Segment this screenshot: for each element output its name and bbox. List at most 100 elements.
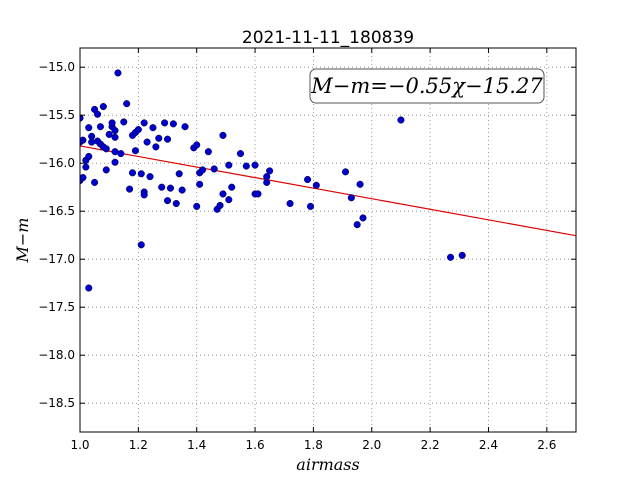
data-point	[228, 183, 236, 191]
data-point	[152, 143, 160, 151]
y-axis-label: M−m	[13, 218, 32, 264]
data-point	[306, 202, 315, 210]
x-tick-label: 1.6	[246, 438, 265, 452]
data-point	[91, 178, 99, 186]
data-point	[347, 194, 355, 202]
data-point	[143, 138, 151, 146]
data-point	[102, 166, 110, 174]
data-point	[146, 173, 154, 181]
data-point	[140, 191, 148, 199]
data-point	[114, 69, 122, 77]
data-point	[163, 197, 172, 205]
data-point	[304, 175, 312, 184]
data-point	[178, 186, 186, 194]
data-point	[158, 183, 166, 191]
data-point	[175, 170, 183, 178]
data-point	[140, 119, 148, 127]
data-point	[93, 110, 102, 118]
data-point	[242, 162, 250, 170]
x-tick-label: 2.0	[362, 438, 381, 452]
data-point	[263, 178, 271, 186]
x-tick-label: 2.4	[479, 438, 498, 452]
data-point	[88, 132, 96, 140]
y-tick-label: −15.0	[38, 60, 75, 74]
y-axis: −15.0 −15.5 −16.0 −16.5 −17.0 −17.5 −18.0 −18.5	[38, 60, 576, 410]
data-point	[397, 116, 405, 124]
plot-frame	[79, 47, 577, 433]
data-point	[105, 130, 113, 138]
data-point	[120, 118, 128, 126]
data-point	[219, 131, 227, 139]
data-point	[137, 170, 145, 178]
data-point	[356, 180, 364, 188]
data-point	[117, 150, 125, 158]
y-tick-label: −15.5	[38, 108, 75, 122]
data-point	[155, 134, 163, 142]
data-point	[85, 152, 93, 161]
y-tick-label: −17.0	[38, 252, 75, 266]
x-axis: 1.0 1.2 1.4 1.6 1.8 2.0 2.2 2.4 2.6	[70, 48, 556, 452]
data-point	[169, 120, 177, 128]
data-point	[85, 124, 93, 132]
data-point	[251, 161, 259, 169]
data-point	[193, 202, 201, 210]
data-point	[198, 166, 207, 174]
data-point	[128, 169, 137, 177]
data-point	[219, 190, 227, 198]
data-point	[266, 167, 274, 175]
data-point	[149, 124, 157, 132]
data-point	[82, 163, 90, 171]
y-tick-label: −18.5	[38, 396, 75, 410]
data-point	[80, 174, 87, 182]
data-point	[99, 103, 107, 111]
data-point	[254, 190, 262, 198]
data-point	[134, 126, 142, 134]
annotation-box: M−m=−0.55χ−15.27	[309, 68, 545, 104]
data-point	[312, 181, 320, 189]
data-point	[111, 127, 119, 135]
data-point	[341, 168, 350, 176]
data-point	[80, 136, 87, 144]
y-tick-label: −17.5	[38, 300, 75, 314]
x-tick-label: 1.2	[129, 438, 148, 452]
data-point	[225, 161, 233, 169]
data-point	[458, 251, 466, 259]
y-tick-label: −16.5	[38, 204, 75, 218]
data-point	[236, 150, 245, 158]
x-tick-label: 2.2	[421, 438, 440, 452]
data-point	[96, 123, 104, 131]
data-point	[204, 148, 212, 156]
data-point	[196, 180, 204, 188]
chart-title: 2021-11-11_180839	[242, 28, 414, 48]
fit-equation: M−m=−0.55χ−15.27	[310, 74, 543, 98]
data-point	[446, 253, 455, 261]
data-point	[85, 284, 93, 292]
grid	[79, 48, 576, 432]
data-point	[123, 100, 131, 108]
x-tick-label: 1.8	[304, 438, 323, 452]
data-point	[126, 185, 134, 193]
data-point	[172, 199, 180, 208]
data-point	[166, 184, 174, 192]
data-point	[193, 141, 201, 149]
x-axis-label: airmass	[296, 455, 359, 474]
data-point	[80, 114, 84, 122]
data-point	[359, 214, 367, 222]
data-point	[216, 201, 224, 209]
points-layer	[80, 69, 466, 292]
fit-line	[80, 145, 576, 237]
y-tick-label: −16.0	[38, 156, 75, 170]
data-point	[161, 119, 169, 127]
x-tick-label: 2.6	[537, 438, 556, 452]
data-point	[137, 241, 145, 249]
data-point	[111, 158, 119, 166]
y-tick-label: −18.0	[38, 348, 75, 362]
data-point	[286, 199, 294, 208]
data-point	[225, 196, 233, 204]
fit-layer	[80, 145, 576, 237]
x-tick-label: 1.0	[70, 438, 89, 452]
data-point	[353, 221, 361, 229]
data-point	[108, 119, 116, 127]
data-point	[131, 147, 139, 155]
